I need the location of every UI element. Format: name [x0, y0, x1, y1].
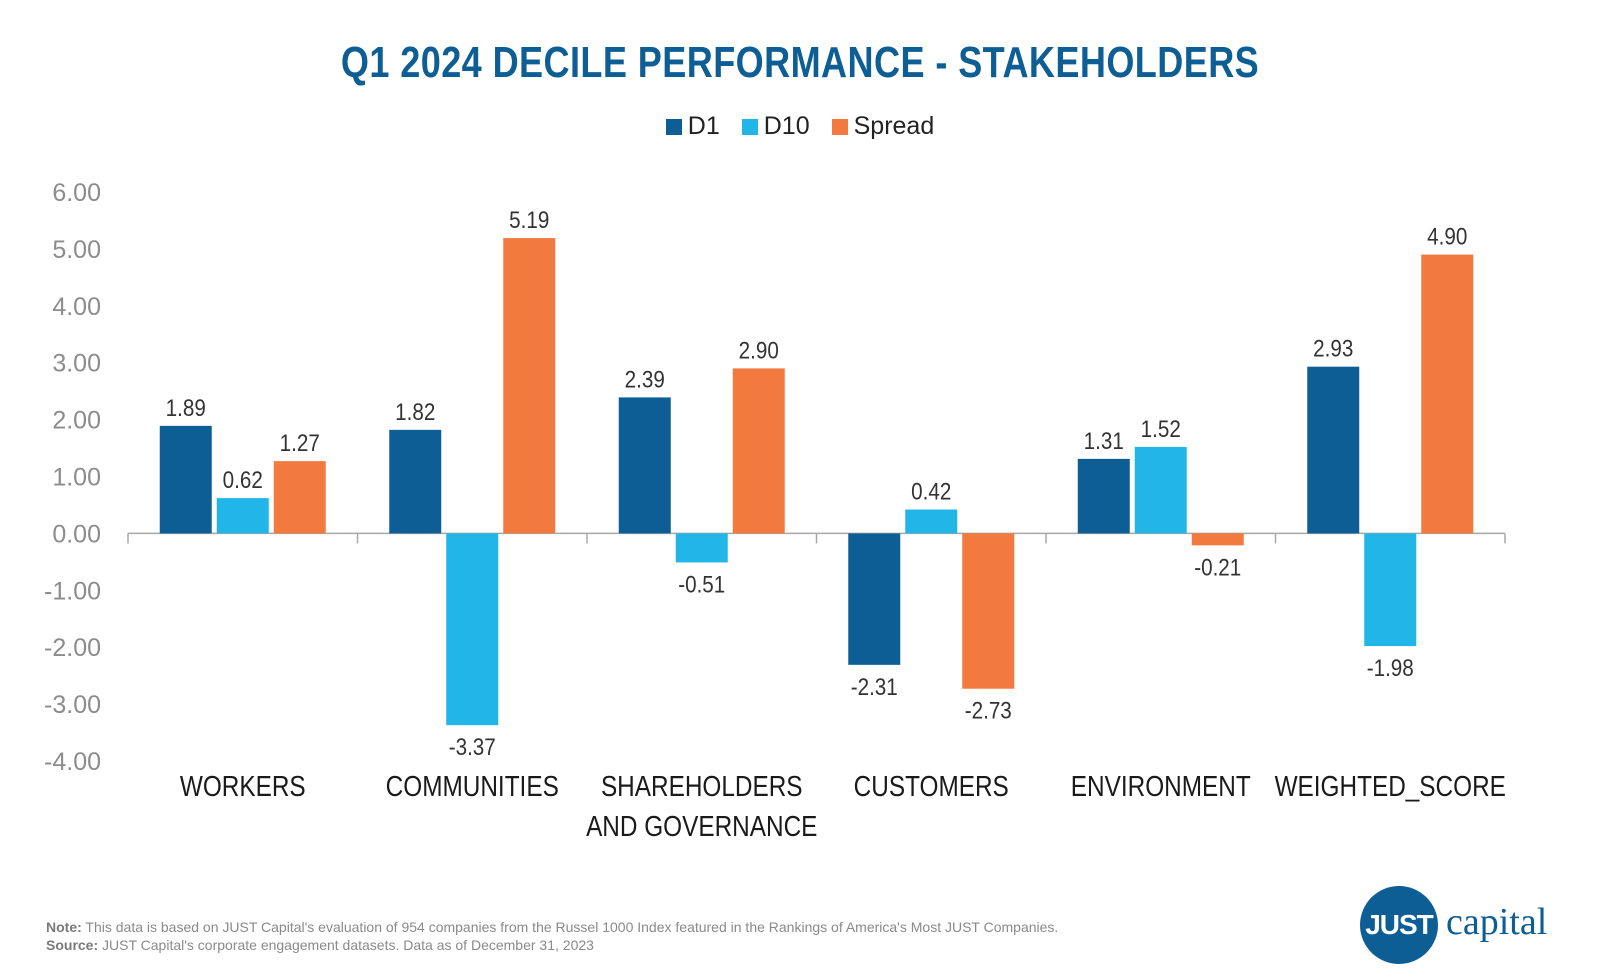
note-line: Note: This data is based on JUST Capital… — [46, 918, 1058, 936]
legend-swatch-d10 — [741, 118, 758, 135]
legend-item-d1: D1 — [665, 112, 720, 141]
x-tick-label: SHAREHOLDERS — [601, 770, 803, 802]
bar-d10-4 — [1134, 446, 1187, 534]
data-label: 1.27 — [280, 430, 320, 457]
source-text: JUST Capital's corporate engagement data… — [98, 937, 594, 953]
source-line: Source: JUST Capital's corporate engagem… — [46, 936, 1058, 954]
data-label: -2.31 — [851, 673, 898, 700]
y-tick-label: 2.00 — [52, 407, 101, 435]
data-label: 2.90 — [739, 337, 779, 364]
data-label: -0.51 — [678, 571, 725, 598]
bar-d10-5 — [1364, 533, 1417, 647]
y-tick-label: -4.00 — [44, 748, 101, 776]
y-tick-label: 1.00 — [52, 464, 101, 492]
x-tick-label: ENVIRONMENT — [1071, 770, 1251, 802]
data-label: -3.37 — [449, 734, 496, 761]
footnote: Note: This data is based on JUST Capital… — [46, 918, 1058, 954]
data-label: 1.82 — [395, 398, 435, 425]
bar-spread-3 — [962, 533, 1015, 689]
just-capital-logo: JUST capital — [1360, 886, 1580, 966]
y-tick-label: 6.00 — [52, 179, 101, 207]
y-tick-label: -1.00 — [44, 577, 101, 605]
data-label: 1.89 — [166, 394, 206, 421]
data-label: -1.98 — [1367, 655, 1414, 682]
bar-d10-2 — [675, 533, 728, 563]
bar-d1-2 — [618, 397, 671, 534]
bar-d10-1 — [446, 533, 499, 726]
bar-spread-0 — [273, 461, 326, 534]
legend-label-d1: D1 — [687, 112, 720, 140]
legend-item-d10: D10 — [741, 112, 810, 141]
bar-chart: 6.00 5.00 4.00 3.00 2.00 1.00 0.00 -1.00 -2.00 -3… — [44, 179, 1506, 842]
y-tick-label: 3.00 — [52, 350, 101, 378]
data-label: 4.90 — [1427, 223, 1467, 250]
legend-item-spread: Spread — [831, 112, 935, 141]
y-tick-label: 5.00 — [52, 236, 101, 264]
chart-title: Q1 2024 DECILE PERFORMANCE - STAKEHOLDER… — [340, 38, 1260, 87]
source-label: Source: — [46, 937, 99, 953]
data-label: 0.42 — [911, 478, 951, 505]
bar-spread-2 — [732, 368, 785, 534]
bar-d1-0 — [159, 425, 212, 534]
data-label: -0.21 — [1194, 554, 1241, 581]
data-label: 2.93 — [1313, 335, 1353, 362]
data-label: 0.62 — [223, 467, 263, 494]
data-label: -2.73 — [965, 697, 1012, 724]
bar-d1-1 — [389, 429, 442, 534]
note-label: Note: — [46, 919, 82, 935]
legend-swatch-d1 — [665, 118, 682, 135]
legend-label-spread: Spread — [853, 112, 935, 140]
data-label: 2.39 — [625, 366, 665, 393]
bar-spread-1 — [503, 238, 556, 534]
data-label: 1.52 — [1141, 415, 1181, 442]
y-tick-label: 0.00 — [52, 520, 101, 548]
x-tick-label: WEIGHTED_SCORE — [1275, 770, 1506, 802]
bar-d1-4 — [1077, 458, 1130, 534]
legend: D1 D10 Spread — [0, 112, 1600, 141]
legend-swatch-spread — [831, 118, 848, 135]
y-tick-label: 4.00 — [52, 293, 101, 321]
bar-d10-0 — [216, 498, 269, 534]
x-tick-label: AND GOVERNANCE — [586, 810, 817, 842]
legend-label-d10: D10 — [763, 112, 810, 140]
note-text: This data is based on JUST Capital's eva… — [81, 919, 1059, 935]
bar-d1-3 — [848, 533, 901, 665]
data-label: 5.19 — [509, 207, 549, 234]
bar-spread-4 — [1191, 533, 1244, 546]
bar-d1-5 — [1307, 366, 1360, 534]
y-tick-label: -2.00 — [44, 634, 101, 662]
logo-mark: JUST — [1360, 886, 1438, 964]
logo-wordmark: capital — [1446, 901, 1548, 943]
data-label: 1.31 — [1084, 427, 1124, 454]
x-tick-label: COMMUNITIES — [386, 770, 559, 802]
x-tick-label: WORKERS — [180, 770, 306, 802]
bar-d10-3 — [905, 509, 958, 534]
x-tick-label: CUSTOMERS — [854, 770, 1009, 802]
y-tick-label: -3.00 — [44, 691, 101, 719]
bar-spread-5 — [1421, 254, 1474, 534]
